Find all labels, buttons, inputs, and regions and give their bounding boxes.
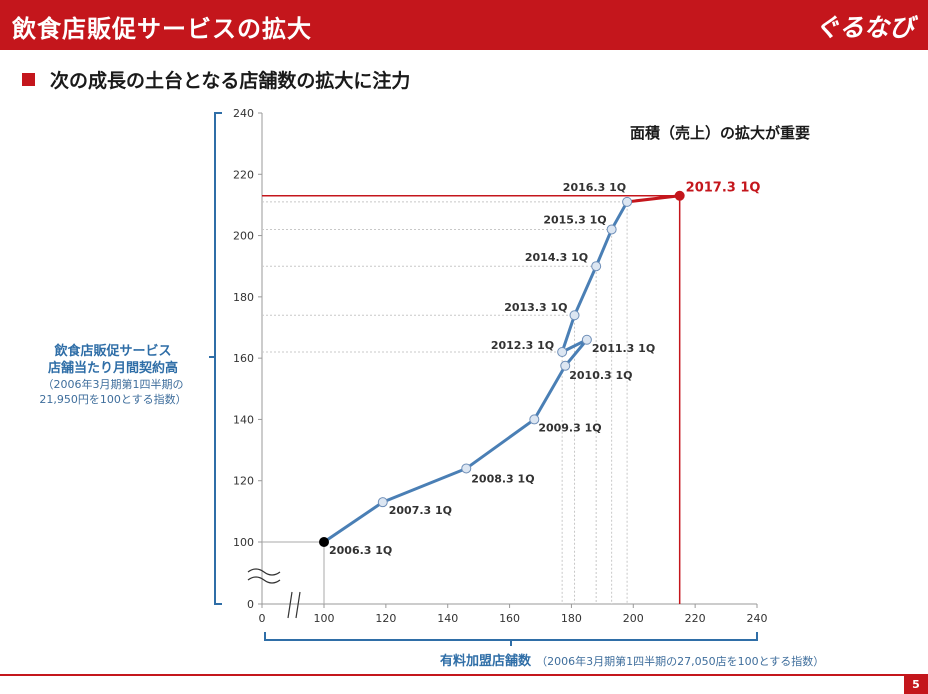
start-reference-lines bbox=[262, 541, 325, 604]
data-label: 2007.3 1Q bbox=[389, 504, 452, 517]
page-number: 5 bbox=[904, 676, 928, 694]
x-tick-label: 200 bbox=[623, 612, 644, 625]
y-axis-label: 飲食店販促サービス 店舗当たり月間契約高 （2006年3月期第1四半期の 21,… bbox=[18, 343, 208, 407]
data-label: 2010.3 1Q bbox=[569, 369, 632, 382]
data-point bbox=[606, 224, 617, 235]
data-label: 2015.3 1Q bbox=[543, 213, 606, 226]
square-bullet-icon bbox=[22, 73, 35, 86]
y-axis-break-mark bbox=[247, 576, 281, 584]
data-point bbox=[581, 334, 592, 345]
y-tick-label: 200 bbox=[233, 230, 254, 243]
dotted-reference-lines bbox=[262, 265, 597, 604]
header-bar: 飲食店販促サービスの拡大 ぐるなび bbox=[0, 0, 928, 50]
x-tick-label: 0 bbox=[259, 612, 266, 625]
x-axis-label: 有料加盟店舗数 （2006年3月期第1四半期の27,050店を100とする指数） bbox=[440, 650, 824, 669]
y-axis-break-mark bbox=[247, 568, 281, 576]
data-point-start bbox=[319, 537, 329, 547]
data-label: 2017.3 1Q bbox=[686, 181, 761, 196]
x-tick-label: 220 bbox=[685, 612, 706, 625]
data-label: 2014.3 1Q bbox=[525, 251, 588, 264]
data-label: 2012.3 1Q bbox=[491, 339, 554, 352]
data-label: 2008.3 1Q bbox=[471, 472, 534, 485]
data-label: 2016.3 1Q bbox=[563, 181, 626, 194]
x-axis-bracket bbox=[264, 632, 758, 641]
x-axis-label-note: （2006年3月期第1四半期の27,050店を100とする指数） bbox=[536, 655, 825, 668]
x-axis-label-main: 有料加盟店舗数 bbox=[440, 654, 532, 669]
y-axis-label-line1: 飲食店販促サービス bbox=[54, 344, 172, 359]
data-point bbox=[591, 261, 602, 272]
data-label: 2013.3 1Q bbox=[504, 301, 567, 314]
y-axis-bracket bbox=[214, 112, 222, 605]
x-tick-label: 120 bbox=[375, 612, 396, 625]
y-tick-label: 0 bbox=[247, 598, 254, 611]
y-tick-label: 180 bbox=[233, 291, 254, 304]
y-tick-label: 120 bbox=[233, 475, 254, 488]
x-tick-label: 140 bbox=[437, 612, 458, 625]
data-point-highlight bbox=[674, 190, 685, 201]
y-tick-label: 220 bbox=[233, 168, 254, 181]
x-axis-break-mark bbox=[295, 591, 301, 619]
data-label: 2011.3 1Q bbox=[592, 342, 655, 355]
y-tick-label: 100 bbox=[233, 536, 254, 549]
data-point bbox=[529, 414, 540, 425]
dotted-reference-lines bbox=[262, 314, 576, 604]
data-point bbox=[557, 347, 568, 358]
data-point bbox=[377, 497, 388, 508]
y-axis-label-line2: 店舗当たり月間契約高 bbox=[47, 361, 178, 376]
footer-line bbox=[0, 674, 928, 676]
page-title: 飲食店販促サービスの拡大 bbox=[12, 15, 312, 43]
x-axis-break-mark bbox=[287, 591, 293, 619]
x-tick-label: 160 bbox=[499, 612, 520, 625]
x-tick-label: 240 bbox=[747, 612, 768, 625]
y-tick-label: 160 bbox=[233, 352, 254, 365]
data-point bbox=[560, 360, 571, 371]
data-point bbox=[569, 310, 580, 321]
gurunavi-logo: ぐるなび bbox=[814, 13, 914, 42]
y-tick-label: 240 bbox=[233, 107, 254, 120]
dotted-reference-lines bbox=[262, 228, 613, 604]
subtitle: 次の成長の土台となる店舗数の拡大に注力 bbox=[50, 70, 411, 92]
y-tick-label: 140 bbox=[233, 413, 254, 426]
x-tick-label: 100 bbox=[314, 612, 335, 625]
chart-annotation: 面積（売上）の拡大が重要 bbox=[630, 124, 811, 142]
y-axis-label-line4: 21,950円を100とする指数） bbox=[39, 393, 187, 406]
data-label: 2006.3 1Q bbox=[329, 544, 392, 557]
data-point bbox=[622, 196, 633, 207]
x-tick-label: 180 bbox=[561, 612, 582, 625]
highlight-segment bbox=[626, 194, 680, 204]
y-axis-label-line3: （2006年3月期第1四半期の bbox=[42, 378, 184, 391]
data-label: 2009.3 1Q bbox=[538, 421, 601, 434]
data-point bbox=[461, 463, 472, 474]
